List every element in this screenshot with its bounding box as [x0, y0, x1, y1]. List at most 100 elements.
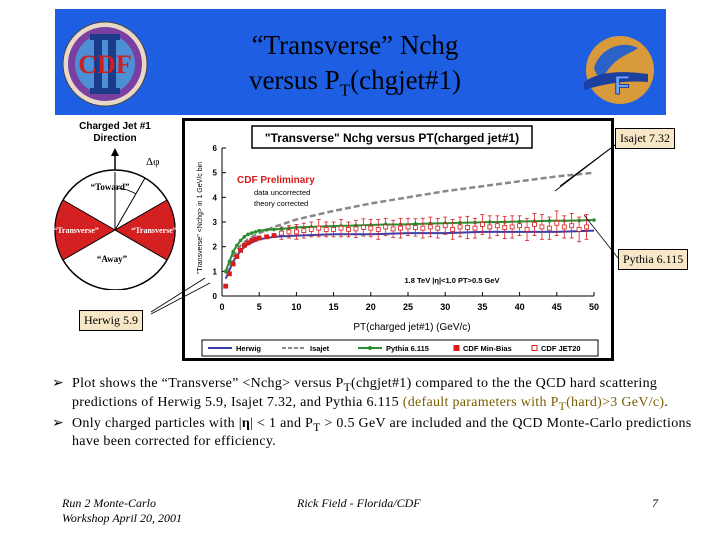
data-point-cdf-jet20: [561, 224, 567, 230]
data-point-cdf-jet20: [346, 227, 351, 232]
legend-label: Isajet: [310, 344, 330, 353]
herwig-callout: Herwig 5.9: [79, 310, 143, 331]
title-banner: [55, 9, 666, 115]
data-point-cdf-jet20: [479, 222, 485, 227]
data-point-cdf-jet20: [517, 223, 523, 229]
chart-title: "Transverse" Nchg versus PT(charged jet#…: [265, 131, 519, 145]
data-point-cdf-jet20: [524, 227, 530, 232]
x-tick-label: 0: [219, 302, 224, 312]
data-point-cdf-jet20: [390, 226, 396, 232]
data-point-cdf-jet20: [353, 226, 359, 232]
pythia-point: [264, 228, 269, 232]
transverse-right-label: “Transverse”: [131, 226, 177, 235]
pythia-point: [246, 232, 250, 237]
bullet-list: ➢ Plot shows the “Transverse” <Nchg> ver…: [52, 376, 692, 451]
data-point-cdf-jet20: [375, 227, 381, 232]
data-point-cdf-jet20: [576, 227, 582, 232]
data-point-cdf-min-bias: [241, 243, 247, 248]
data-point-cdf-jet20: [308, 227, 314, 232]
x-tick-label: 25: [403, 302, 413, 312]
data-point-cdf-jet20: [294, 229, 299, 235]
data-point-cdf-jet20: [286, 229, 292, 235]
arrow-bullet-icon: ➢: [52, 415, 65, 431]
pythia-point: [249, 231, 254, 235]
away-label: “Away”: [97, 254, 128, 264]
data-point-cdf-jet20: [360, 225, 366, 230]
data-point-cdf-jet20: [316, 225, 322, 231]
data-point-cdf-jet20: [383, 224, 389, 230]
pythia-point: [227, 259, 232, 264]
pythia-point: [242, 235, 247, 239]
region-diagram: Δφ “Toward” “Transverse” “Transverse” “A…: [53, 148, 177, 290]
legend-label: Herwig: [236, 344, 261, 353]
data-point-cdf-jet20: [435, 225, 441, 231]
x-tick-label: 35: [477, 302, 487, 312]
data-point-cdf-jet20: [546, 225, 552, 231]
data-point-cdf-min-bias: [227, 271, 232, 277]
chart-title-box: [251, 125, 533, 149]
x-tick-label: 15: [329, 302, 339, 312]
title-text: versus P: [248, 65, 340, 95]
legend-box: [201, 339, 599, 357]
preliminary-label: CDF Preliminary: [237, 175, 315, 186]
legend-marker: [453, 345, 460, 351]
cdf-logo: CDF: [62, 21, 148, 107]
data-point-cdf-jet20: [442, 223, 448, 229]
data-point-cdf-jet20: [368, 225, 374, 231]
pythia-point: [231, 249, 235, 254]
data-point-cdf-min-bias: [234, 254, 240, 259]
delta-phi-label: Δφ: [146, 156, 159, 168]
series-line-isajet: [224, 171, 595, 275]
data-point-cdf-jet20: [509, 224, 515, 230]
data-point-cdf-min-bias: [271, 233, 277, 238]
pythia-point: [235, 243, 239, 248]
pythia-point: [592, 218, 596, 222]
bullet-item: ➢ Only charged particles with |η| < 1 an…: [52, 415, 692, 450]
x-axis-label: PT(charged jet#1) (GeV/c): [353, 322, 470, 333]
workshop-logo: F: [584, 36, 654, 104]
legend-label: CDF Min-Bias: [463, 344, 512, 353]
title-line1: “Transverse” Nchg: [251, 30, 459, 60]
x-tick-label: 45: [552, 302, 562, 312]
footer-author: Rick Field - Florida/CDF: [297, 496, 421, 510]
title-subscript: T: [339, 80, 351, 100]
data-point-cdf-jet20: [584, 224, 589, 230]
nchg-chart: "Transverse" Nchg versus PT(charged jet#…: [185, 121, 611, 358]
legend-label: CDF JET20: [541, 344, 581, 353]
data-point-cdf-jet20: [569, 223, 575, 229]
y-tick-label: 6: [213, 144, 218, 153]
pythia-point: [257, 228, 261, 233]
title-line2: versus PT(chgjet#1): [175, 63, 535, 107]
data-point-cdf-jet20: [554, 220, 560, 226]
slide-title: “Transverse” Nchg versus PT(chgjet#1): [175, 28, 535, 107]
data-point-cdf-jet20: [539, 224, 545, 230]
jet-direction-line2: Direction: [93, 133, 137, 144]
data-point-cdf-jet20: [494, 223, 500, 229]
svg-text:F: F: [614, 70, 630, 100]
data-point-cdf-jet20: [323, 227, 329, 232]
data-point-cdf-jet20: [413, 225, 418, 230]
transverse-left-label: “Transverse”: [53, 226, 99, 235]
jet-direction-label: Charged Jet #1 Direction: [60, 121, 170, 145]
y-tick-label: 5: [213, 169, 218, 178]
data-point-cdf-jet20: [450, 227, 456, 232]
x-tick-label: 20: [366, 302, 376, 312]
data-point-cdf-jet20: [301, 228, 307, 234]
data-point-cdf-jet20: [465, 225, 470, 230]
x-tick-label: 30: [440, 302, 450, 312]
note-corrected: theory corrected: [254, 199, 308, 208]
x-tick-label: 40: [515, 302, 525, 312]
default-params-note: (default parameters with PT(hard)>3 GeV/…: [402, 394, 665, 413]
data-point-cdf-min-bias: [256, 235, 262, 241]
data-point-cdf-jet20: [279, 230, 284, 236]
pythia-callout: Pythia 6.115: [618, 249, 689, 270]
data-point-cdf-min-bias: [264, 234, 270, 240]
data-point-cdf-jet20: [338, 225, 344, 231]
data-point-cdf-jet20: [331, 227, 337, 232]
isajet-callout: Isajet 7.32: [615, 128, 675, 149]
data-point-cdf-jet20: [502, 225, 508, 230]
x-tick-label: 50: [589, 302, 599, 312]
data-point-cdf-min-bias: [245, 240, 251, 246]
data-point-cdf-jet20: [532, 222, 537, 227]
footer-workshop: Run 2 Monte-Carlo Workshop April 20, 200…: [62, 496, 183, 525]
